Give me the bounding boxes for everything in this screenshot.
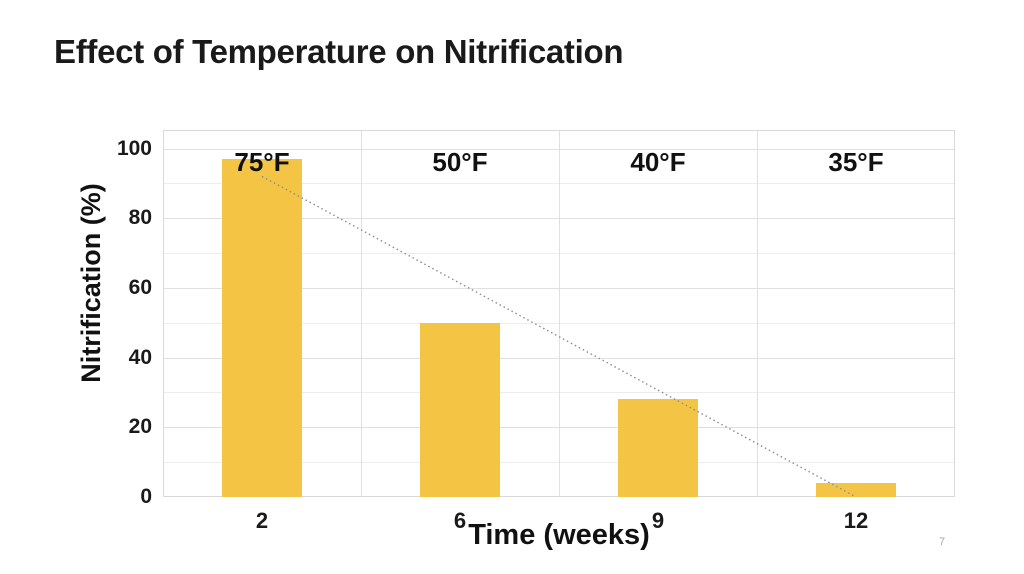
- y-tick-label: 0: [140, 485, 152, 508]
- bar-temperature-label: 35°F: [828, 147, 884, 177]
- chart-title: Effect of Temperature on Nitrification: [54, 33, 624, 70]
- bar: [816, 483, 896, 497]
- y-tick-label: 40: [128, 346, 152, 369]
- bar-temperature-label: 50°F: [432, 147, 488, 177]
- x-tick-label: 6: [453, 508, 467, 533]
- y-tick-label: 80: [128, 206, 152, 229]
- bar: [222, 159, 302, 497]
- x-tick-label: 2: [255, 508, 269, 533]
- page-number: 7: [938, 536, 946, 548]
- bar: [618, 399, 698, 497]
- y-tick-label: 100: [116, 137, 152, 160]
- x-tick-label: 9: [651, 508, 665, 533]
- bar-temperature-label: 75°F: [234, 147, 290, 177]
- y-tick-label: 20: [128, 415, 152, 438]
- x-axis-title: Time (weeks): [468, 519, 650, 551]
- bar: [420, 323, 500, 497]
- bar-temperature-label: 40°F: [630, 147, 686, 177]
- y-tick-label: 60: [128, 276, 152, 299]
- x-tick-label: 12: [843, 508, 869, 533]
